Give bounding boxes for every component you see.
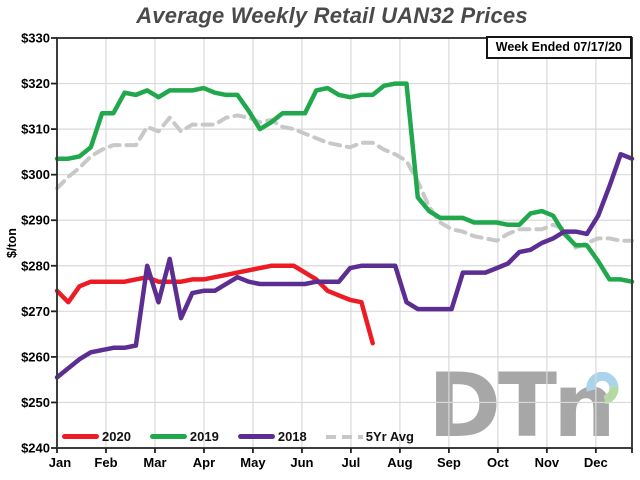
- series-line-2020: [54, 263, 375, 346]
- legend-item-2020: 2020: [62, 429, 131, 444]
- legend-label-2020: 2020: [102, 429, 131, 444]
- x-tick-label: Jan: [49, 455, 71, 470]
- x-tick-label: May: [240, 455, 266, 470]
- x-tick-label: Jul: [342, 455, 361, 470]
- x-tick-label: Sep: [437, 455, 461, 470]
- x-tick-label: Mar: [143, 455, 166, 470]
- legend: 2020 2019 2018 5Yr Avg: [62, 429, 414, 444]
- dtn-logo: DTn: [428, 362, 638, 457]
- y-tick-label: $320: [21, 76, 50, 91]
- x-tick-label: Jun: [290, 455, 313, 470]
- legend-label-2019: 2019: [189, 429, 219, 444]
- x-tick-label: Nov: [535, 455, 560, 470]
- ring-blue-arc: [586, 372, 619, 392]
- dtn-logo-text: DTn: [428, 354, 616, 457]
- y-tick-label: $250: [21, 395, 50, 410]
- legend-swatch-2019: [149, 434, 187, 439]
- y-tick-label: $240: [21, 441, 50, 456]
- x-tick-label: Feb: [94, 455, 117, 470]
- legend-item-2019: 2019: [149, 429, 219, 444]
- series-line-5yr-avg: [55, 113, 634, 250]
- y-tick-label: $260: [21, 349, 50, 364]
- x-tick-label: Aug: [387, 455, 412, 470]
- legend-swatch-2018: [237, 434, 275, 439]
- y-tick-label: $300: [21, 167, 50, 182]
- dtn-logo-ring-icon: [586, 372, 619, 405]
- y-tick-label: $290: [21, 213, 50, 228]
- y-tick-label: $270: [21, 304, 50, 319]
- plot-border: [56, 37, 633, 449]
- legend-label-2018: 2018: [277, 429, 307, 444]
- y-tick-label: $310: [21, 122, 50, 137]
- series-line-2019: [54, 81, 635, 284]
- legend-swatch-2020: [62, 434, 99, 439]
- legend-item-2018: 2018: [237, 429, 307, 444]
- x-tick-label: Apr: [193, 455, 215, 470]
- legend-label-5yr-avg: 5Yr Avg: [365, 429, 414, 444]
- y-tick-label: $280: [21, 258, 50, 273]
- x-tick-label: Dec: [584, 455, 608, 470]
- legend-item-5yr-avg: 5Yr Avg: [325, 429, 414, 444]
- week-ended-badge: Week Ended 07/17/20: [485, 36, 632, 59]
- y-axis-unit-label: $/ton: [5, 228, 19, 258]
- page-title: Average Weekly Retail UAN32 Prices: [136, 3, 528, 28]
- y-tick-label: $330: [21, 31, 50, 46]
- series-line-2018: [54, 151, 635, 380]
- legend-swatch-5yr-avg: [325, 434, 363, 439]
- x-tick-label: Oct: [487, 455, 509, 470]
- ring-green-arc: [603, 385, 619, 405]
